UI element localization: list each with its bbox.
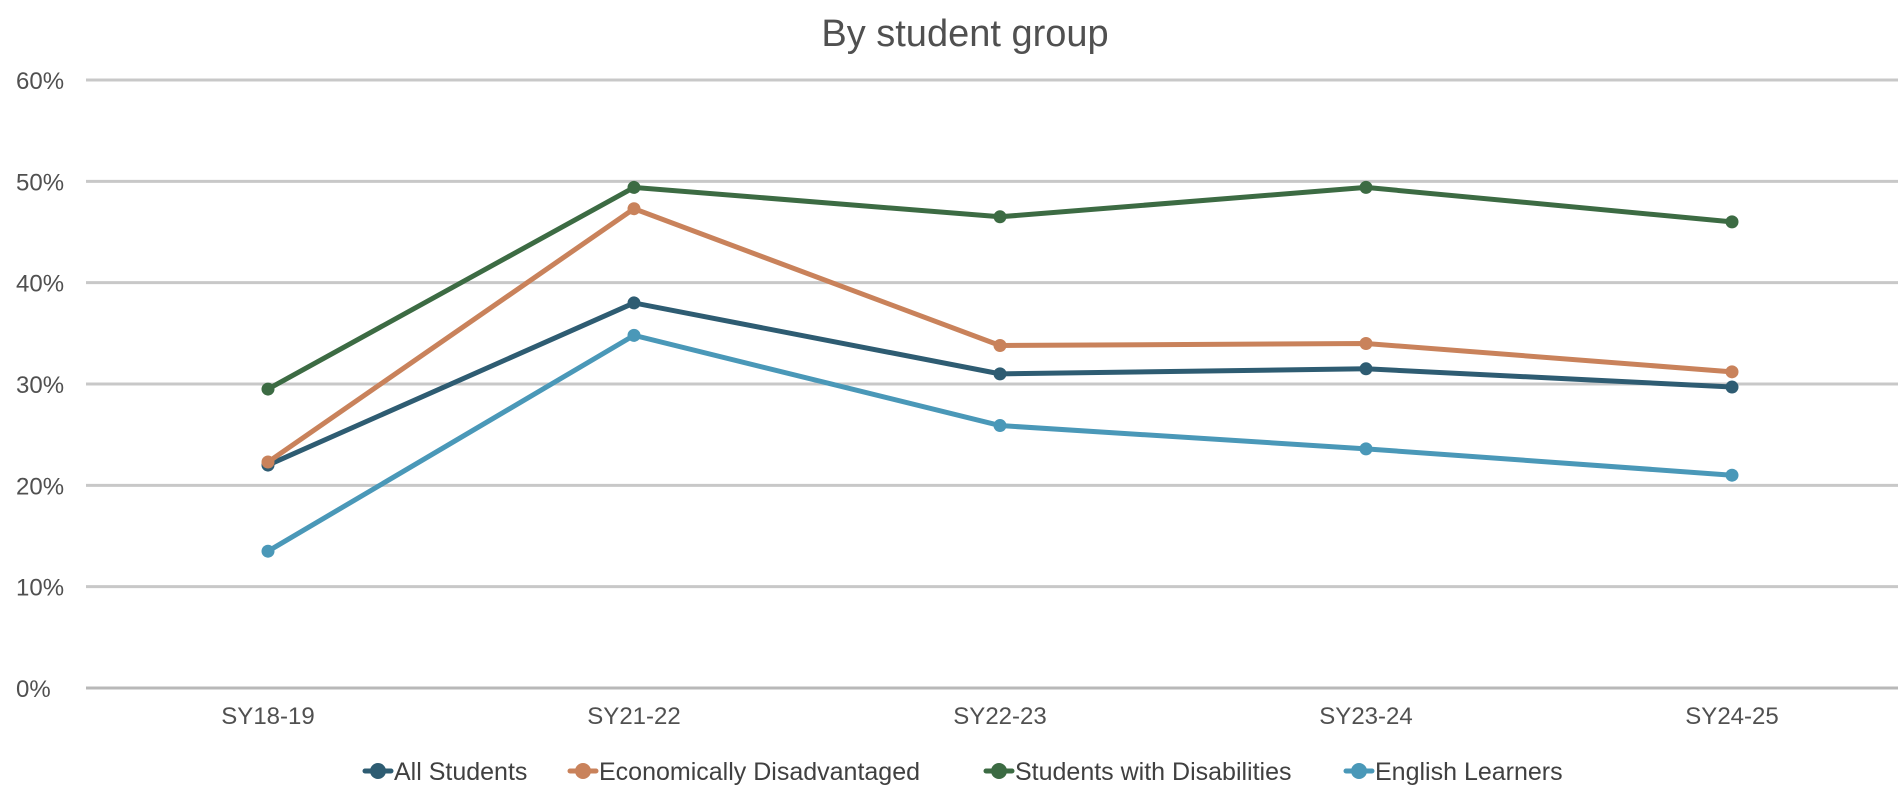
x-tick-label: SY18-19 [221,703,314,730]
series-layer [261,180,1739,558]
y-tick-label: 30% [16,372,64,399]
legend-marker [1351,763,1367,779]
data-point [1359,180,1373,194]
data-point [993,367,1007,381]
y-tick-label: 60% [16,68,64,95]
x-tick-label: SY22-23 [953,703,1046,730]
legend-label: Economically Disadvantaged [599,758,920,786]
data-point [261,544,275,558]
data-point [1725,380,1739,394]
legend-label: Students with Disabilities [1015,758,1292,786]
y-tick-label: 40% [16,271,64,298]
data-point [627,296,641,310]
x-axis-ticks: SY18-19 SY21-22 SY22-23 SY23-24 SY24-25 [221,703,1778,730]
data-point [627,328,641,342]
legend-item: All Students [362,758,527,786]
legend: All Students Economically Disadvantaged St… [362,758,1563,786]
data-point [1359,442,1373,456]
data-point [261,382,275,396]
series-all-students [261,296,1739,472]
data-point [627,180,641,194]
data-point [1359,362,1373,376]
data-point [1725,365,1739,379]
series-english-learners [261,328,1739,558]
x-tick-label: SY21-22 [587,703,680,730]
legend-marker [575,763,591,779]
chart-title: By student group [821,13,1108,55]
y-tick-label: 50% [16,169,64,196]
legend-label: All Students [394,758,527,786]
data-point [993,210,1007,224]
y-tick-label: 20% [16,473,64,500]
data-point [627,202,641,216]
legend-marker [370,763,386,779]
y-tick-label: 10% [16,575,64,602]
data-point [261,455,275,469]
data-point [1359,336,1373,350]
legend-marker [991,763,1007,779]
data-point [1725,215,1739,229]
series-economically-disadvantaged [261,202,1739,469]
legend-item: Economically Disadvantaged [567,758,920,786]
x-tick-label: SY24-25 [1685,703,1778,730]
data-point [1725,468,1739,482]
legend-item: Students with Disabilities [983,758,1292,786]
gridlines [86,78,1898,690]
x-tick-label: SY23-24 [1319,703,1412,730]
data-point [993,419,1007,433]
legend-label: English Learners [1375,758,1563,786]
y-tick-label: 0% [16,676,51,703]
y-axis-ticks: 0% 10% 20% 30% 40% 50% 60% [16,68,64,703]
data-point [993,338,1007,352]
legend-item: English Learners [1343,758,1563,786]
series-students-with-disabilities [261,180,1739,396]
